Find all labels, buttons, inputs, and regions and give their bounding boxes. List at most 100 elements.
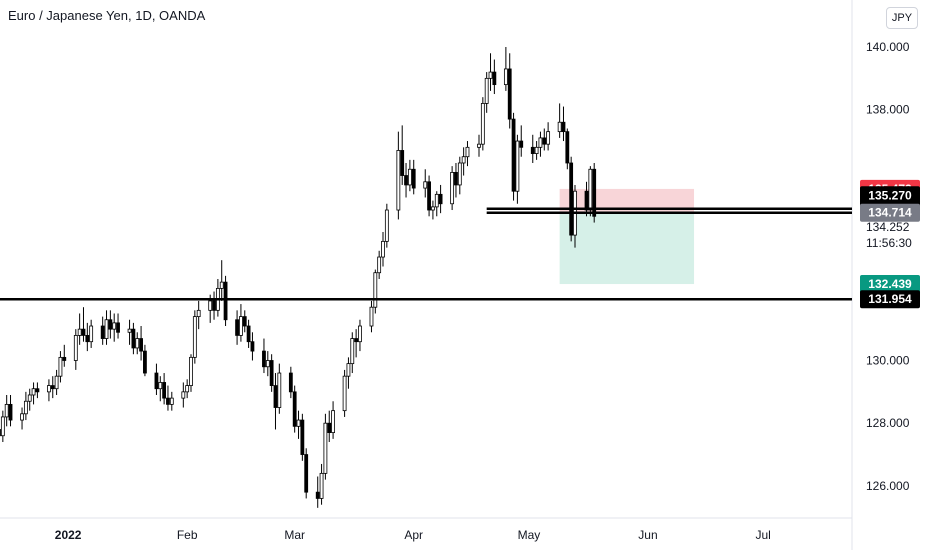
candle-body-up	[350, 338, 355, 365]
candle-body-down	[565, 131, 570, 164]
candle	[358, 319, 362, 352]
candle-body-up	[434, 193, 439, 208]
candle-body-up	[342, 375, 347, 412]
candle-body-up	[4, 403, 9, 418]
candle	[477, 134, 481, 157]
candle	[315, 476, 320, 508]
candle-body-up	[208, 300, 213, 311]
candle	[239, 304, 243, 342]
candle-body-up	[319, 472, 324, 499]
candle-body-up	[346, 363, 351, 377]
candle	[47, 379, 51, 402]
time-axis[interactable]: 2022 Feb Mar Apr May Jun Jul	[55, 528, 771, 542]
candle-body-up	[192, 316, 197, 358]
candle-body-up	[0, 416, 5, 437]
candle	[31, 382, 36, 405]
candle	[584, 181, 589, 217]
candle-body-down	[519, 140, 524, 148]
candle-body-down	[561, 121, 566, 133]
candle-body-down	[166, 397, 170, 405]
candle-body-up	[373, 272, 378, 308]
price-axis[interactable]: 140.000 138.000 130.000 128.000 126.000	[866, 40, 910, 493]
price-badge-label: 132.439	[868, 277, 912, 291]
candle-body-up	[58, 356, 63, 377]
candle	[377, 250, 382, 279]
candle-body-down	[404, 175, 408, 186]
candle-body-down	[212, 300, 216, 311]
position-tool[interactable]	[559, 188, 695, 285]
candle	[135, 332, 140, 355]
candle-body-up	[169, 397, 174, 405]
candle-body-down	[354, 338, 359, 343]
horizontal-levels[interactable]	[0, 207, 852, 301]
price-badge: 134.714	[860, 203, 920, 222]
candle-body-up	[503, 68, 508, 86]
price-tick-label: 128.000	[866, 416, 910, 430]
candle	[4, 394, 9, 427]
candle	[196, 300, 201, 330]
candle-body-up	[47, 385, 51, 393]
time-tick-label: Jul	[755, 528, 770, 542]
candle-body-up	[369, 306, 374, 327]
candle-body-up	[450, 171, 455, 205]
candle	[265, 351, 270, 377]
candle	[162, 373, 167, 405]
candle-body-down	[569, 162, 574, 236]
candle-body-up	[20, 413, 24, 421]
candle-body-up	[104, 319, 109, 339]
candle	[219, 260, 224, 301]
candle	[503, 47, 508, 91]
candle-body-down	[235, 319, 239, 336]
candle-body-up	[423, 181, 428, 189]
candle-body-down	[273, 385, 278, 408]
candle	[396, 131, 401, 220]
candle-body-up	[477, 143, 481, 148]
candle	[50, 376, 55, 399]
candle-body-down	[35, 388, 40, 393]
candle-body-down	[50, 385, 55, 390]
candle	[515, 134, 520, 204]
candle	[507, 53, 512, 129]
candle	[139, 326, 143, 361]
candle-body-up	[23, 400, 28, 415]
price-badge-background	[860, 290, 920, 309]
candle	[381, 231, 385, 267]
take-profit-zone	[559, 212, 695, 285]
candle-body-up	[534, 146, 539, 154]
candle	[108, 310, 113, 339]
bar-countdown: 11:56:30	[866, 236, 912, 250]
candle-body-down	[0, 429, 1, 437]
candle-body-up	[480, 103, 485, 145]
candle	[404, 162, 408, 198]
candle-body-down	[85, 335, 90, 343]
candle	[8, 394, 13, 427]
candle-body-up	[77, 328, 82, 336]
candle-body-down	[304, 454, 309, 493]
candle-body-down	[584, 190, 589, 211]
candle	[300, 413, 305, 461]
candle-body-down	[250, 341, 255, 352]
candle-body-up	[27, 394, 32, 402]
time-tick-label: Apr	[404, 528, 423, 542]
candles	[0, 47, 597, 508]
candle	[538, 131, 543, 157]
candle	[116, 313, 120, 339]
candle-body-down	[139, 338, 143, 352]
price-badge: 131.954	[860, 290, 920, 309]
candle-body-up	[127, 328, 132, 333]
candle	[534, 141, 539, 160]
candle-body-down	[300, 419, 305, 455]
candle	[54, 369, 59, 395]
currency-button[interactable]: JPY	[886, 7, 918, 29]
price-badges: 135.473135.270134.842134.714132.439131.9…	[860, 179, 920, 309]
candle-body-up	[31, 388, 36, 396]
candle-body-up	[181, 391, 186, 399]
time-tick-label: Mar	[284, 528, 305, 542]
candle	[369, 300, 374, 333]
price-badge-label: 131.954	[868, 292, 912, 306]
candle-body-up	[112, 322, 117, 330]
candle-body-down	[427, 181, 431, 211]
candle	[546, 122, 551, 151]
candle-body-up	[488, 71, 493, 79]
